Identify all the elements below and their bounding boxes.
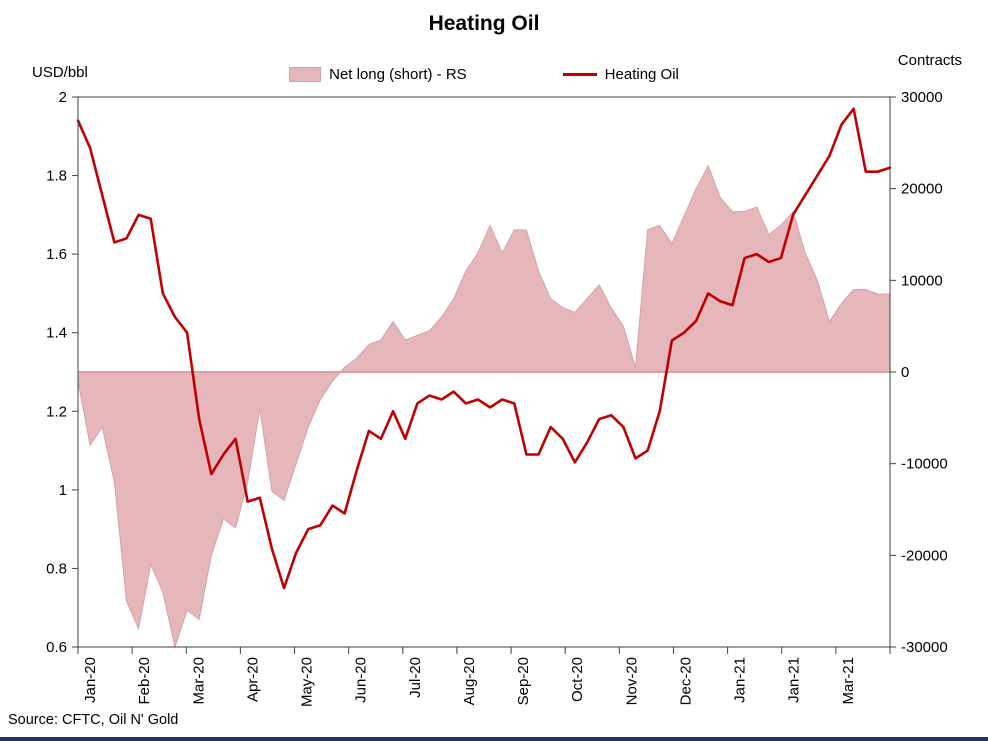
left-axis-tick-label: 1.2 — [46, 403, 67, 420]
left-axis-tick-label: 0.8 — [46, 560, 67, 577]
left-axis-tick-label: 2 — [59, 89, 67, 106]
x-axis-tick-label: Jan-20 — [82, 657, 99, 703]
x-axis-tick-label: Jul-20 — [407, 657, 424, 698]
left-axis-tick-label: 0.6 — [46, 639, 67, 656]
chart-legend: Net long (short) - RS Heating Oil — [78, 66, 890, 83]
right-axis-tick-label: 10000 — [901, 272, 943, 289]
x-axis-tick-label: Jan-21 — [732, 657, 749, 703]
x-axis-tick-label: Mar-21 — [840, 657, 857, 705]
x-axis-tick-label: Mar-20 — [190, 657, 207, 705]
right-axis-tick-label: 30000 — [901, 89, 943, 106]
x-axis-tick-label: Oct-20 — [569, 657, 586, 702]
right-axis-tick-label: 20000 — [901, 181, 943, 198]
x-axis-tick-label: Feb-20 — [136, 657, 153, 705]
left-axis-tick-label: 1.8 — [46, 168, 67, 185]
x-axis-tick-label: Dec-20 — [677, 657, 694, 705]
right-axis-tick-label: -20000 — [901, 547, 948, 564]
x-axis-tick-label: Jan-21 — [786, 657, 803, 703]
heating-oil-line-series — [76, 107, 892, 590]
left-axis-tick-label: 1.4 — [46, 325, 67, 342]
area-legend-swatch-icon — [289, 67, 322, 82]
left-axis-title: USD/bbl — [32, 64, 88, 81]
left-axis-tick-label: 1.6 — [46, 246, 67, 263]
x-axis-tick-label: Sep-20 — [515, 657, 532, 705]
x-axis-tick-label: Jun-20 — [353, 657, 370, 703]
x-axis-tick-label: May-20 — [299, 657, 316, 707]
right-axis-tick-label: 0 — [901, 364, 909, 381]
right-axis-title: Contracts — [897, 52, 962, 69]
right-axis-tick-label: -10000 — [901, 456, 948, 473]
x-axis-tick-label: Apr-20 — [244, 657, 261, 702]
source-note: Source: CFTC, Oil N' Gold — [8, 712, 179, 728]
x-axis-tick-label: Nov-20 — [623, 657, 640, 705]
area-legend-label: Net long (short) - RS — [329, 66, 467, 83]
x-axis-tick-label: Aug-20 — [461, 657, 478, 705]
line-legend-label: Heating Oil — [604, 66, 679, 83]
left-axis-tick-label: 1 — [59, 482, 67, 499]
bottom-accent-bar — [0, 737, 988, 741]
right-axis-tick-label: -30000 — [901, 639, 948, 656]
line-legend-swatch-icon — [562, 73, 597, 76]
chart-title: Heating Oil — [428, 12, 540, 35]
net-long-area-series — [77, 164, 891, 649]
